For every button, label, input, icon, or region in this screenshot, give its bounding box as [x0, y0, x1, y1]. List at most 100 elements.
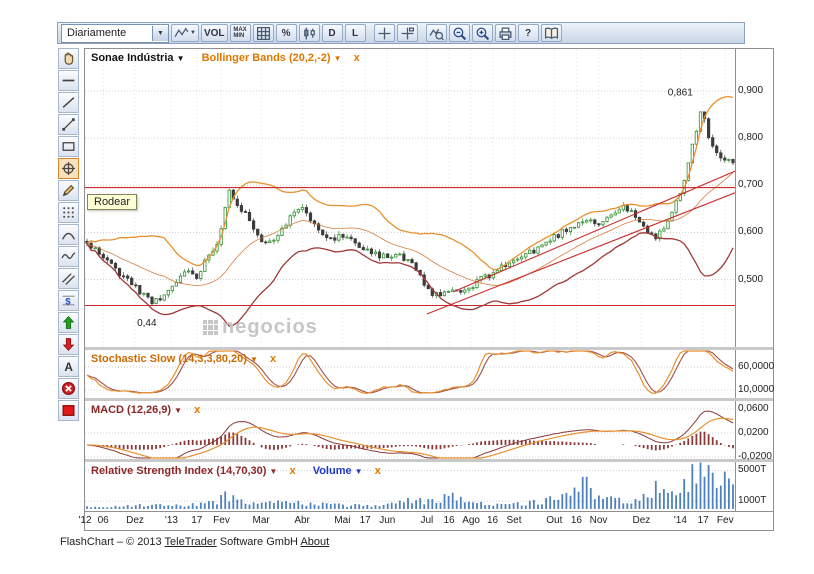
x-axis-label: Abr — [294, 515, 310, 526]
bollinger-close-button[interactable]: x — [353, 52, 360, 64]
crosshair-lines-icon — [400, 26, 415, 41]
volume-close-button[interactable]: x — [374, 465, 381, 477]
flashchart-app: Diariamente ▼ ▼ VOL MAX MIN% D L? $ A Rodear 0… — [57, 22, 774, 562]
rectangle-tool[interactable] — [58, 136, 79, 157]
zoom-mode-button[interactable] — [425, 24, 447, 42]
volume-toggle[interactable]: VOL — [200, 24, 228, 42]
parallel-lines-tool[interactable] — [58, 268, 79, 289]
help-button[interactable]: ? — [517, 24, 539, 42]
stochastic-close-button[interactable]: x — [269, 353, 277, 365]
axis-tick-label: 1000T — [738, 495, 767, 507]
arrow-down-tool[interactable] — [58, 334, 79, 355]
axis-tick-label: 0,800 — [738, 132, 764, 144]
x-axis-label: 06 — [97, 515, 109, 526]
rect-icon — [61, 139, 76, 154]
x-axis-label: Fev — [716, 515, 734, 526]
chart-type-select[interactable]: ▼ — [171, 24, 199, 42]
x-axis-label: Nov — [589, 515, 608, 526]
manual-button[interactable] — [540, 24, 562, 42]
x-axis-label: Mar — [252, 515, 270, 526]
hand-icon — [61, 51, 76, 66]
print-button[interactable] — [494, 24, 516, 42]
x-axis-label: Mai — [334, 515, 351, 526]
trend-line-tool[interactable] — [58, 92, 79, 113]
ray-line-tool[interactable] — [58, 114, 79, 135]
circle-cross-icon — [61, 161, 76, 176]
draw-d-button[interactable]: D — [321, 24, 343, 42]
grid-tool[interactable] — [58, 202, 79, 223]
macd-close-button[interactable]: x — [194, 404, 201, 416]
draw-l-button[interactable]: L — [344, 24, 366, 42]
teletrader-link[interactable]: TeleTrader — [164, 536, 217, 548]
chart-area: 0,861 0,44 0,900 0,800 0,700 0,600 0,500 Sona… — [78, 48, 774, 531]
axis-tick-label: 0,0600 — [738, 403, 769, 414]
period-select[interactable]: Diariamente ▼ — [61, 23, 169, 43]
bar-style-button[interactable] — [298, 24, 320, 42]
stochastic-panel: 60,0000 10,0000 Stochastic Slow (14,3,3,8… — [85, 350, 774, 398]
crosshair-track-button[interactable] — [396, 24, 418, 42]
line-chart-icon — [174, 26, 189, 41]
arrow-up-icon — [61, 315, 76, 330]
svg-text:$: $ — [65, 296, 71, 307]
rsi-close-button[interactable]: x — [289, 465, 296, 477]
max-min-toggle[interactable]: MAX MIN — [229, 24, 251, 42]
chevron-down-icon[interactable]: ▼ — [152, 25, 168, 41]
svg-text:0,861: 0,861 — [668, 88, 693, 99]
delete-tool[interactable] — [58, 378, 79, 399]
percent-scale-button[interactable]: % — [275, 24, 297, 42]
drawing-toolbar: $ A — [58, 48, 81, 421]
volume-canvas[interactable] — [85, 462, 735, 511]
text-tool[interactable]: A — [58, 356, 79, 377]
symbol-label[interactable]: Sonae Indústria ▼ — [91, 52, 185, 64]
encircle-tool[interactable] — [58, 158, 79, 179]
magnifier-minus-icon — [452, 26, 467, 41]
color-tool[interactable] — [58, 400, 79, 421]
arrow-up-tool[interactable] — [58, 312, 79, 333]
stochastic-label[interactable]: Stochastic Slow (14,3,3,80,20) ▼ — [91, 353, 258, 365]
x-axis-label: Dez — [126, 515, 144, 526]
x-axis-label: 16 — [443, 515, 455, 526]
wave-tool[interactable] — [58, 246, 79, 267]
x-axis-label: '13 — [164, 515, 178, 526]
chevron-down-icon: ▼ — [176, 54, 185, 63]
axis-tick-label: -0,0200 — [738, 451, 772, 462]
x-axis-label: 16 — [570, 515, 582, 526]
macd-canvas[interactable] — [85, 401, 735, 459]
x-axis-label: Ago — [462, 515, 480, 526]
stochastic-canvas[interactable] — [85, 350, 735, 398]
arc-icon — [61, 227, 76, 242]
letter-a-icon: A — [61, 359, 76, 374]
axis-tick-label: 0,600 — [738, 226, 764, 238]
arc-tool[interactable] — [58, 224, 79, 245]
panel-separator — [85, 398, 773, 401]
grid-toggle[interactable] — [252, 24, 274, 42]
pencil-tool[interactable] — [58, 180, 79, 201]
price-lines-tool[interactable]: $ — [58, 290, 79, 311]
main-chart-header: Sonae Indústria ▼ Bollinger Bands (20,2,… — [91, 52, 360, 64]
magnifier-plus-icon — [475, 26, 490, 41]
panel-separator — [85, 347, 773, 350]
bollinger-label[interactable]: Bollinger Bands (20,2,-2) ▼ — [201, 52, 342, 64]
price-chart-canvas[interactable]: 0,861 0,44 — [85, 49, 735, 347]
arrow-down-icon — [61, 337, 76, 352]
period-select-value: Diariamente — [67, 27, 127, 39]
printer-icon — [498, 26, 513, 41]
macd-label[interactable]: MACD (12,26,9) ▼ — [91, 404, 183, 416]
pan-tool[interactable] — [58, 48, 79, 69]
svg-text:0,44: 0,44 — [137, 318, 157, 329]
macd-panel: 0,0600 0,0200 -0,0200 MACD (12,26,9) ▼ x — [85, 401, 773, 462]
x-axis-label: Jun — [379, 515, 396, 526]
crosshair-button[interactable] — [373, 24, 395, 42]
zoom-in-button[interactable] — [471, 24, 493, 42]
volume-label[interactable]: Volume ▼ — [312, 465, 363, 477]
horizontal-line-tool[interactable] — [58, 70, 79, 91]
panel-separator — [85, 459, 773, 462]
axis-tick-label: 0,0200 — [738, 427, 769, 438]
about-link[interactable]: About — [300, 536, 330, 548]
dots-grid-icon — [61, 205, 76, 220]
stochastic-y-axis: 60,0000 10,0000 — [735, 350, 774, 398]
rsi-label[interactable]: Relative Strength Index (14,70,30) ▼ — [91, 465, 278, 477]
diag-line-icon — [61, 95, 76, 110]
tool-tooltip: Rodear — [87, 194, 138, 210]
zoom-out-button[interactable] — [448, 24, 470, 42]
